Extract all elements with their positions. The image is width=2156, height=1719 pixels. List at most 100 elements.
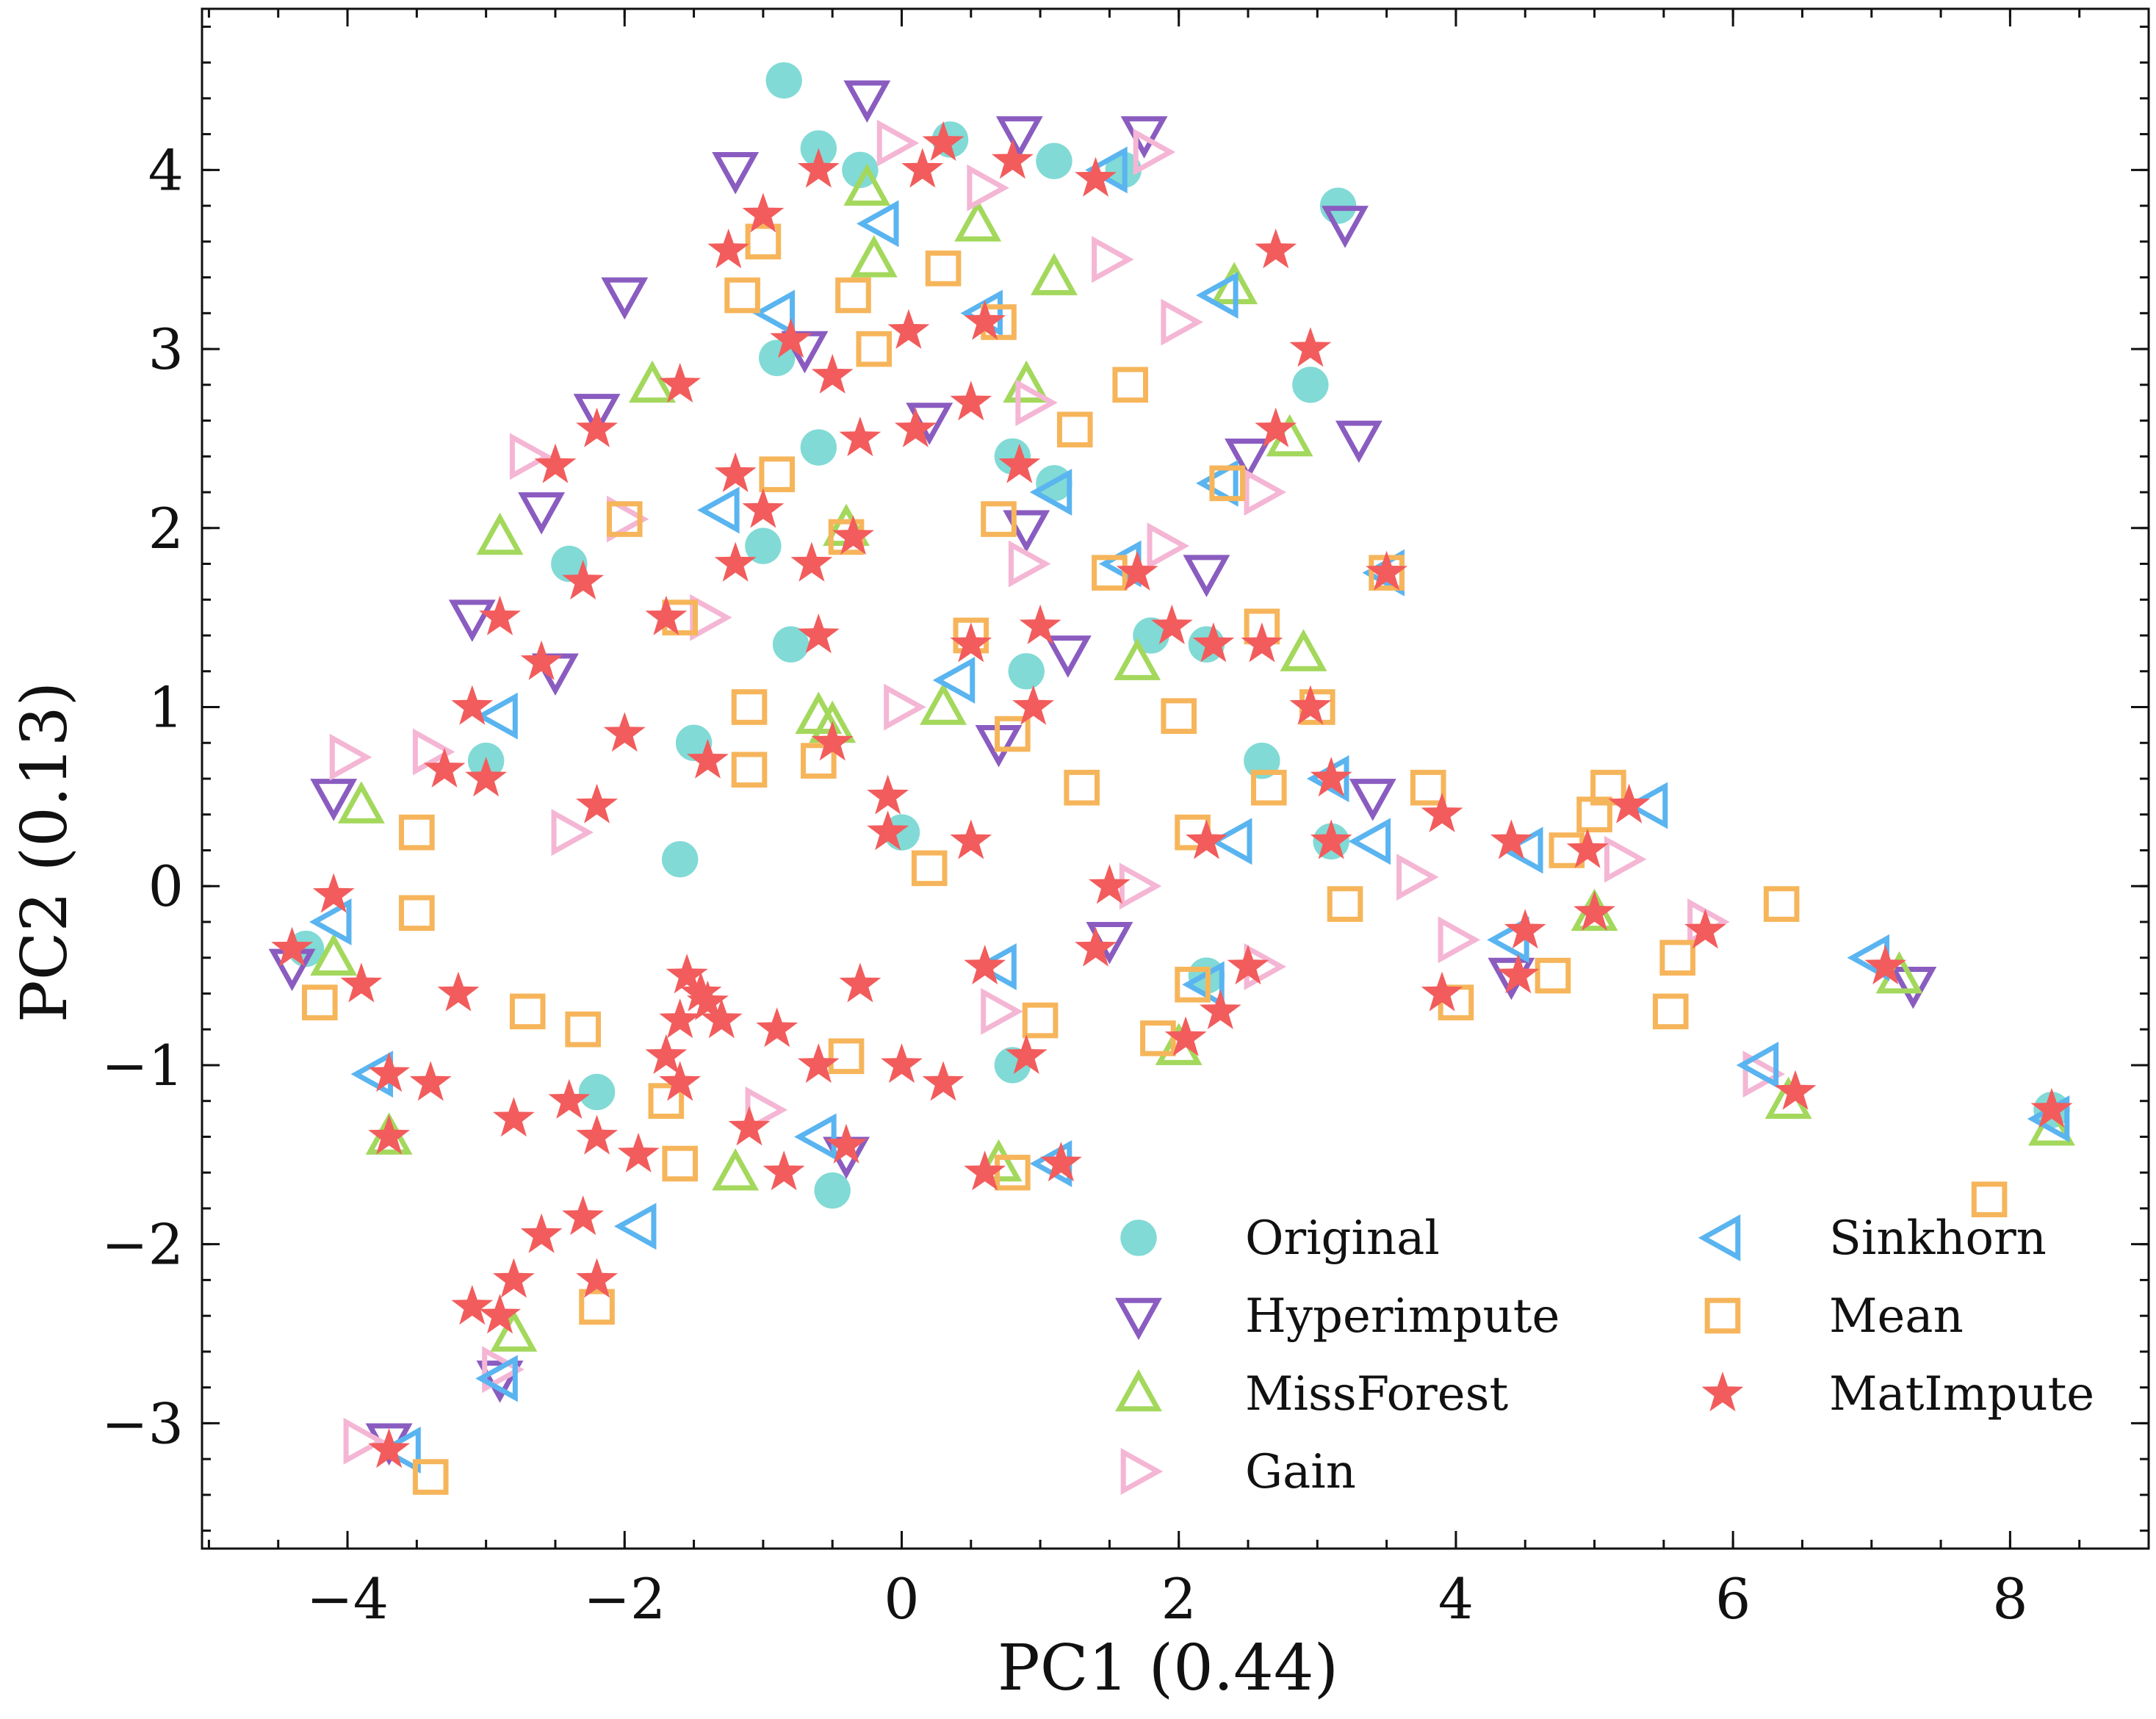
data-point-original — [1036, 143, 1072, 179]
data-point-matimpute — [1019, 604, 1061, 644]
data-point-gain — [981, 987, 1023, 1035]
series-sinkhorn — [309, 146, 2070, 1474]
data-point-hyperimpute — [1044, 635, 1092, 678]
data-point-matimpute — [881, 1043, 923, 1084]
data-point-matimpute — [1504, 909, 1546, 949]
data-point-mean — [759, 456, 796, 492]
legend-marker-mean — [1704, 1297, 1741, 1334]
data-point-matimpute — [1164, 1016, 1207, 1056]
data-point-matimpute — [700, 998, 743, 1039]
data-point-hyperimpute — [1225, 439, 1272, 481]
data-point-matimpute — [534, 443, 577, 483]
legend-marker-original — [1120, 1219, 1157, 1256]
data-point-mean — [1112, 367, 1149, 403]
data-point-matimpute — [964, 300, 1006, 340]
legend-marker-hyperimpute — [1115, 1297, 1162, 1341]
data-point-matimpute — [423, 747, 466, 788]
data-point-sinkhorn — [697, 486, 740, 534]
data-point-matimpute — [1241, 622, 1283, 663]
data-point-missforest — [843, 163, 891, 206]
data-point-matimpute — [1150, 604, 1193, 644]
data-point-mean — [828, 1038, 865, 1075]
data-point-original — [800, 429, 837, 466]
data-point-matimpute — [576, 1114, 618, 1155]
data-point-hyperimpute — [995, 116, 1043, 159]
data-point-missforest — [310, 933, 358, 976]
data-point-gain — [745, 1086, 788, 1134]
data-point-gain — [1092, 236, 1134, 284]
data-point-hyperimpute — [712, 152, 760, 195]
data-point-mean — [835, 277, 871, 314]
data-point-hyperimpute — [601, 277, 649, 320]
data-point-matimpute — [368, 1114, 411, 1155]
data-point-matimpute — [451, 685, 494, 725]
data-point-original — [578, 1073, 616, 1111]
data-point-matimpute — [950, 622, 992, 663]
data-point-mean — [981, 501, 1017, 537]
data-point-matimpute — [1012, 685, 1055, 725]
data-point-matimpute — [1289, 685, 1332, 725]
data-point-mean — [1659, 940, 1696, 976]
y-tick-label: −2 — [101, 1212, 184, 1277]
data-point-original — [765, 62, 802, 99]
data-point-sinkhorn — [974, 943, 1017, 990]
data-point-matimpute — [562, 560, 605, 600]
legend-item-hyperimpute: Hyperimpute — [1115, 1289, 1560, 1344]
data-point-matimpute — [1774, 1070, 1817, 1110]
data-point-mean — [1251, 769, 1287, 806]
data-point-mean — [745, 223, 782, 260]
data-point-mean — [399, 895, 435, 931]
data-point-mean — [662, 1145, 699, 1182]
data-point-matimpute — [922, 120, 965, 161]
data-point-matimpute — [451, 1285, 494, 1325]
axis-ticks — [202, 9, 2150, 1549]
data-point-matimpute — [1199, 989, 1241, 1029]
data-point-matimpute — [1255, 407, 1297, 447]
data-point-matimpute — [340, 962, 383, 1003]
data-point-sinkhorn — [1029, 469, 1072, 516]
data-point-matimpute — [1421, 792, 1463, 832]
data-point-matimpute — [1490, 819, 1532, 860]
data-point-gain — [1396, 854, 1439, 901]
data-point-matimpute — [1089, 864, 1131, 904]
y-tick-label: 0 — [148, 854, 184, 919]
data-point-matimpute — [950, 381, 992, 421]
data-point-matimpute — [811, 721, 854, 761]
data-point-matimpute — [825, 1123, 868, 1164]
data-point-matimpute — [679, 971, 722, 1012]
data-point-mean — [731, 752, 768, 788]
legend-item-original: Original — [1120, 1211, 1440, 1266]
data-point-matimpute — [950, 819, 992, 860]
data-point-missforest — [954, 199, 1002, 242]
data-point-gain — [1008, 540, 1051, 588]
data-point-matimpute — [576, 1258, 618, 1298]
data-point-matimpute — [832, 515, 874, 555]
data-point-sinkhorn — [1209, 818, 1252, 865]
data-point-matimpute — [659, 998, 702, 1039]
data-point-mean — [856, 331, 893, 367]
data-point-matimpute — [998, 443, 1041, 483]
data-point-matimpute — [666, 954, 708, 994]
data-point-mean — [1092, 555, 1128, 591]
data-point-gain — [551, 809, 594, 857]
data-point-missforest — [629, 360, 676, 403]
data-point-gain — [1742, 1050, 1786, 1098]
data-point-mean — [1535, 957, 1571, 994]
data-point-matimpute — [790, 541, 833, 582]
x-tick-label: 2 — [1161, 1566, 1197, 1632]
data-point-matimpute — [479, 1294, 521, 1334]
data-point-mean — [412, 1459, 449, 1495]
data-point-matimpute — [1116, 550, 1158, 591]
legend-marker-gain — [1120, 1448, 1164, 1495]
data-point-matimpute — [1005, 1034, 1048, 1074]
data-point-hyperimpute — [573, 394, 621, 436]
x-tick-label: 0 — [884, 1566, 919, 1632]
data-point-matimpute — [887, 309, 930, 349]
x-tick-label: 4 — [1438, 1566, 1474, 1632]
data-point-matimpute — [687, 738, 729, 779]
data-point-gain — [1119, 862, 1162, 910]
data-point-mean — [1410, 769, 1446, 806]
series-missforest — [310, 163, 2075, 1352]
x-tick-label: −4 — [306, 1566, 389, 1632]
data-point-original — [814, 1172, 851, 1209]
